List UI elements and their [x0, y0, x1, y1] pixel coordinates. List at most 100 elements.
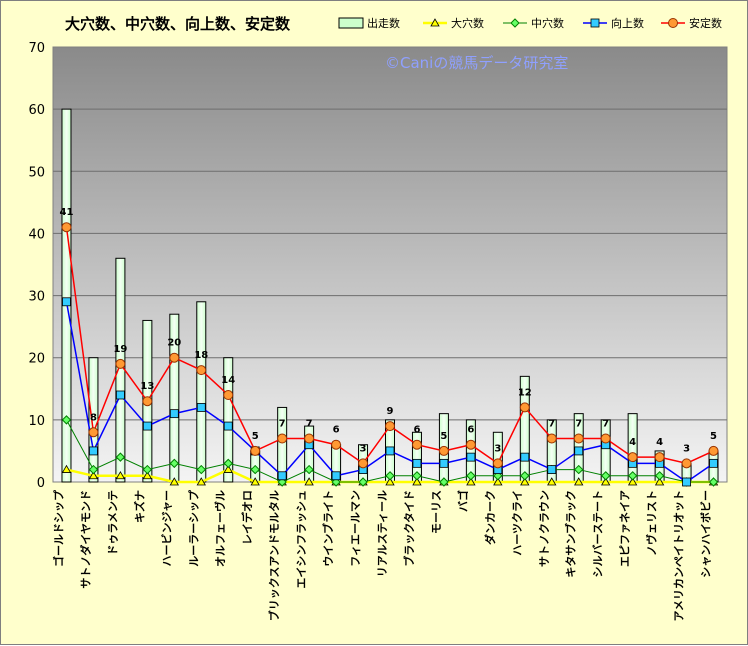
- marker: [196, 403, 206, 412]
- y-tick-label: 0: [37, 476, 45, 491]
- marker: [62, 297, 71, 307]
- marker: [385, 446, 395, 456]
- data-label: 6: [333, 425, 340, 436]
- marker: [519, 402, 530, 413]
- data-label: 8: [90, 412, 97, 423]
- data-label: 5: [440, 431, 447, 442]
- marker: [681, 458, 692, 469]
- marker: [196, 477, 206, 486]
- marker: [493, 477, 503, 486]
- data-label: 41: [60, 207, 74, 218]
- marker: [600, 471, 611, 481]
- x-tick-label: サトノダイヤモンド: [78, 490, 92, 589]
- line-markers: [61, 222, 719, 487]
- marker: [466, 477, 476, 486]
- marker: [304, 464, 314, 475]
- data-labels: 41 8 19 13 20 18 14 5 7 7 6 3 9 6 5 6 3 12 7 7 7 4 4 3 5: [60, 207, 718, 454]
- gridlines: [53, 108, 727, 421]
- marker: [385, 477, 395, 486]
- data-label: 7: [279, 419, 286, 430]
- y-tick-label: 70: [28, 41, 45, 56]
- marker: [520, 452, 530, 462]
- marker: [223, 421, 233, 431]
- marker: [412, 458, 422, 468]
- data-label: 7: [306, 419, 313, 430]
- legend-label: 大穴数: [451, 16, 484, 30]
- marker: [89, 446, 98, 456]
- marker: [492, 458, 503, 469]
- y-tick-label: 20: [28, 352, 45, 367]
- legend-label: 安定数: [689, 16, 722, 30]
- data-label: 18: [194, 350, 208, 361]
- x-tick-label: ゴールドシップ: [51, 489, 65, 567]
- x-tick-label: キタサンブラック: [564, 490, 578, 578]
- marker: [573, 433, 584, 444]
- marker: [465, 439, 476, 450]
- marker: [115, 470, 126, 480]
- marker: [627, 471, 638, 481]
- marker: [196, 464, 206, 475]
- data-label: 14: [221, 375, 235, 386]
- marker: [142, 464, 153, 475]
- marker: [412, 477, 422, 486]
- marker: [169, 477, 180, 486]
- y-tick-label: 10: [28, 414, 45, 429]
- plot-area: [52, 46, 728, 483]
- marker: [466, 452, 476, 462]
- marker: [250, 445, 261, 456]
- marker: [574, 477, 584, 486]
- marker: [430, 18, 440, 27]
- marker: [438, 445, 449, 456]
- data-label: 6: [467, 425, 474, 436]
- legend-label: 出走数: [367, 16, 400, 30]
- x-tick-label: ノヴェリスト: [645, 490, 659, 556]
- marker: [574, 464, 584, 475]
- x-tick-label: ウインブライト: [321, 490, 335, 567]
- legend-label: 中穴数: [531, 16, 564, 30]
- bar: [223, 357, 234, 483]
- marker: [304, 477, 314, 486]
- marker: [654, 471, 665, 481]
- marker: [546, 433, 557, 444]
- marker: [412, 471, 422, 481]
- marker: [61, 222, 72, 233]
- data-label: 19: [113, 344, 127, 355]
- x-tick-label: レイデオロ: [240, 490, 254, 545]
- marker: [600, 433, 611, 444]
- marker: [708, 445, 719, 456]
- data-label: 7: [575, 419, 582, 430]
- data-label: 5: [252, 431, 259, 442]
- marker: [169, 409, 179, 419]
- data-label: 13: [140, 381, 154, 392]
- marker: [169, 352, 180, 363]
- y-tick-label: 60: [28, 103, 45, 118]
- marker: [223, 464, 233, 473]
- marker: [116, 390, 125, 400]
- marker: [277, 433, 288, 444]
- marker: [196, 365, 207, 376]
- x-tick-label: ルーラーシップ: [186, 489, 200, 567]
- bar: [196, 301, 207, 483]
- marker: [627, 452, 638, 463]
- data-label: 3: [683, 443, 690, 454]
- data-label: 9: [387, 406, 394, 417]
- y-tick-label: 40: [28, 227, 45, 242]
- x-tick-label: モーリス: [430, 490, 443, 534]
- data-label: 4: [629, 437, 636, 448]
- marker: [61, 415, 72, 425]
- data-label: 6: [413, 425, 420, 436]
- y-axis-ticks: 0 10 20 30 40 50 60 70: [28, 41, 45, 491]
- marker: [88, 427, 99, 438]
- data-label: 5: [710, 431, 717, 442]
- marker: [590, 18, 600, 28]
- marker: [574, 446, 584, 456]
- marker: [510, 18, 520, 28]
- legend-swatch: [338, 17, 364, 29]
- x-tick-label: オルフェーヴル: [213, 490, 227, 567]
- bar: [61, 108, 72, 483]
- watermark: ©Caniの競馬データ研究室: [385, 54, 568, 72]
- x-tick-label: リアルスティール: [376, 490, 389, 577]
- marker: [668, 18, 678, 28]
- marker: [627, 477, 638, 486]
